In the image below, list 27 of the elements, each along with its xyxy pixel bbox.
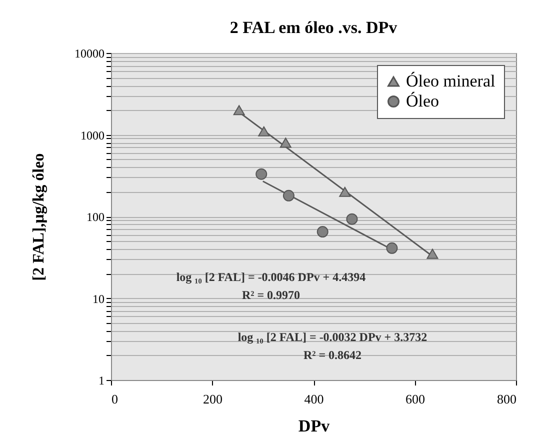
y-tick-label: 10	[92, 292, 104, 306]
point	[280, 138, 292, 148]
point	[346, 213, 358, 225]
y-tick-label: 1	[98, 374, 104, 388]
x-tick-label: 0	[112, 392, 118, 406]
point	[316, 226, 328, 238]
x-tick-label: 400	[304, 392, 324, 406]
point	[258, 126, 270, 136]
point	[386, 242, 398, 254]
y-tick-label: 1000	[80, 128, 104, 142]
point	[426, 248, 438, 259]
annotation: log ₁₀ [2 FAL] = -0.0032 DPv + 3.3732 R² = 0.8642	[238, 330, 428, 362]
x-tick-label: 600	[406, 392, 425, 406]
point	[339, 186, 351, 197]
point	[233, 105, 245, 116]
annotation: log ₁₀ [2 FAL] = -0.0046 DPv + 4.4394 R² = 0.9970	[176, 270, 366, 302]
legend-label: Óleo	[406, 92, 440, 110]
y-tick-label: 10000	[74, 46, 104, 60]
legend-label: Óleo mineral	[406, 72, 496, 90]
x-tick-label: 200	[203, 392, 222, 406]
y-axis-title: [2 FAL],μg/kg óleo	[30, 153, 48, 281]
x-axis-title: DPv	[298, 416, 330, 436]
point	[282, 190, 294, 202]
chart-title: 2 FAL em óleo .vs. DPv	[230, 18, 398, 37]
x-tick-label: 800	[497, 392, 516, 406]
point	[256, 168, 268, 180]
y-tick-label: 100	[86, 210, 104, 224]
